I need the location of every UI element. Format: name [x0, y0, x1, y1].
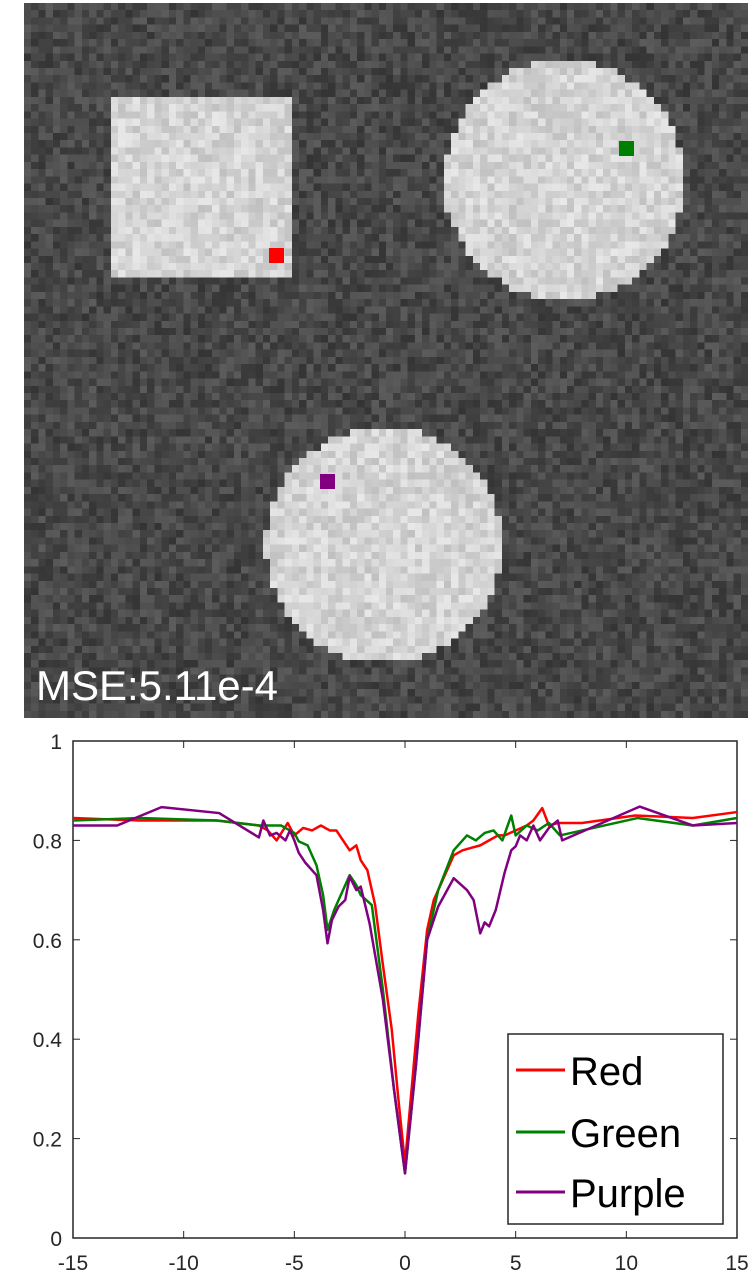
y-tick-label: 0.4 [33, 1029, 63, 1052]
legend-label-purple: Purple [570, 1172, 686, 1216]
red-marker [269, 248, 284, 263]
x-tick-label: 5 [510, 1252, 522, 1275]
y-tick-label: 1 [50, 731, 62, 754]
x-tick-label: 0 [399, 1252, 411, 1275]
x-tick-label: -15 [58, 1252, 88, 1275]
series-line-purple [73, 805, 738, 1175]
y-tick-label: 0.6 [33, 930, 62, 953]
y-tick-label: 0.2 [33, 1129, 62, 1152]
y-tick-label: 0.8 [33, 830, 62, 853]
purple-marker [320, 474, 335, 489]
legend: Red Green Purple [507, 1033, 724, 1225]
y-tick-label: 0 [50, 1228, 62, 1251]
x-tick-label: 15 [725, 1252, 748, 1275]
phantom-image [24, 3, 748, 718]
green-marker [619, 141, 634, 156]
mse-label: MSE:5.11e-4 [36, 662, 279, 709]
legend-label-green: Green [570, 1112, 681, 1156]
x-tick-label: -10 [168, 1252, 198, 1275]
x-tick-label: 10 [615, 1252, 638, 1275]
legend-label-red: Red [570, 1050, 643, 1094]
x-tick-label: -5 [285, 1252, 304, 1275]
